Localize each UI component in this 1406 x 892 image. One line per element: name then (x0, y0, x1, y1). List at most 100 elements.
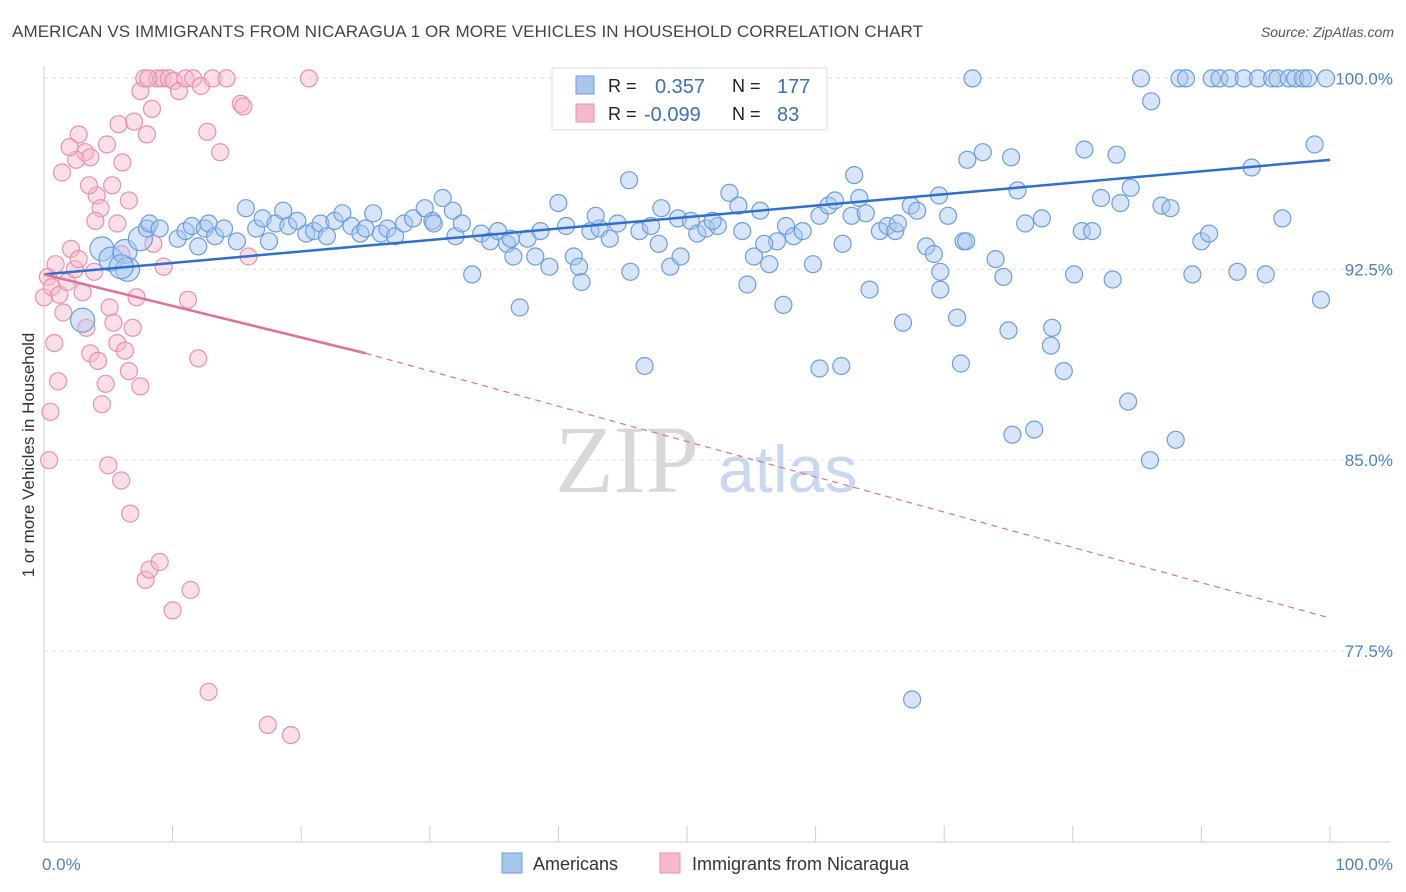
trend-lines (43, 158, 1331, 619)
blue-point-137 (1234, 69, 1253, 88)
blue-point-59 (549, 194, 568, 213)
pink-point-16 (96, 374, 115, 393)
blue-point-20 (247, 219, 266, 238)
axes (43, 66, 1390, 843)
blue-point-24 (274, 201, 293, 220)
pink-point-18 (104, 313, 123, 332)
blue-point-100 (908, 201, 927, 220)
blue-point-122 (1103, 270, 1122, 289)
watermark: ZIP atlas (555, 406, 857, 513)
x-tick-label-1: 100.0% (1335, 855, 1393, 874)
pink-point-71 (258, 715, 277, 735)
blue-point-147 (1298, 69, 1318, 88)
y-axis-label: 1 or more Vehicles in Household (19, 333, 38, 578)
blue-point-111 (999, 321, 1018, 340)
pink-point-48 (164, 71, 183, 91)
blue-point-146 (1293, 69, 1313, 88)
bottom-legend-swatch-pink (659, 852, 681, 874)
blue-point-18 (227, 232, 246, 251)
blue-point-152 (1199, 224, 1219, 243)
blue-point-1 (89, 236, 115, 262)
blue-point-125 (1131, 69, 1151, 88)
pink-point-81 (52, 163, 72, 182)
blue-point-45 (443, 201, 462, 220)
grid-lines (44, 77, 1390, 652)
pink-point-66 (140, 560, 159, 579)
blue-point-153 (1140, 451, 1160, 470)
blue-point-157 (832, 356, 851, 376)
trend-line-americans (43, 158, 1331, 276)
pink-point-22 (119, 362, 138, 381)
blue-point-104 (938, 206, 958, 225)
blue-point-36 (364, 204, 383, 223)
blue-point-56 (526, 247, 545, 266)
blue-point-156 (810, 359, 829, 378)
pink-point-55 (211, 143, 230, 162)
source-credit: Source: ZipAtlas.com (1260, 24, 1394, 40)
blue-point-110 (994, 267, 1013, 286)
pink-point-80 (60, 138, 79, 157)
blue-point-41 (404, 209, 423, 228)
blue-point-181 (1001, 148, 1021, 167)
blue-point-6 (127, 226, 153, 252)
pink-point-12 (81, 344, 100, 363)
pink-point-73 (178, 290, 198, 309)
pink-point-37 (103, 176, 122, 195)
blue-point-175 (1041, 336, 1061, 355)
blue-point-119 (1072, 222, 1091, 241)
blue-point-22 (259, 232, 279, 251)
blue-point-179 (1075, 140, 1094, 159)
blue-point-65 (600, 229, 619, 248)
legend-n-value-1: 177 (777, 76, 810, 98)
pink-point-51 (184, 69, 203, 88)
legend-n-label-2: N = (732, 104, 761, 124)
blue-point-109 (986, 250, 1005, 269)
blue-point-58 (540, 257, 559, 276)
blue-point-159 (755, 234, 774, 253)
blue-point-168 (621, 262, 640, 281)
blue-series-points (69, 69, 1336, 709)
pink-point-44 (142, 99, 162, 119)
blue-point-82 (760, 255, 779, 274)
pink-point-21 (115, 341, 135, 360)
blue-point-161 (738, 275, 757, 294)
blue-point-170 (703, 211, 722, 230)
pink-point-57 (231, 94, 250, 113)
pink-point-59 (299, 69, 318, 88)
pink-point-43 (137, 125, 156, 144)
watermark-atlas: atlas (718, 432, 857, 506)
blue-point-115 (1032, 209, 1052, 228)
blue-point-35 (356, 219, 375, 238)
bottom-legend: Americans Immigrants from Nicaragua (501, 852, 910, 874)
pink-point-61 (139, 69, 158, 88)
tick-labels: 77.5% 85.0% 92.5% 100.0% 0.0% 100.0% (42, 69, 1393, 874)
bottom-legend-swatch-blue (501, 852, 523, 874)
legend-r-label-1: R = (608, 76, 637, 96)
pink-point-72 (281, 725, 300, 745)
pink-point-3 (46, 255, 65, 274)
blue-point-87 (803, 255, 823, 274)
blue-point-79 (733, 222, 752, 241)
blue-point-148 (1305, 135, 1324, 154)
pink-point-54 (203, 69, 222, 88)
legend-swatch-pink (575, 103, 595, 123)
legend-n-label-1: N = (732, 76, 761, 96)
blue-point-136 (1228, 262, 1247, 281)
pink-point-64 (112, 471, 131, 490)
blue-point-48 (463, 265, 482, 284)
pink-point-65 (136, 570, 155, 589)
blue-point-31 (325, 211, 344, 230)
blue-point-73 (671, 247, 690, 266)
pink-point-27 (39, 451, 59, 470)
pink-point-39 (113, 153, 132, 172)
pink-point-29 (48, 372, 68, 391)
y-tick-label-1: 85.0% (1345, 451, 1393, 470)
blue-point-26 (288, 211, 307, 230)
blue-point-102 (924, 244, 944, 264)
pink-point-46 (153, 69, 172, 88)
pink-point-23 (123, 318, 142, 337)
blue-point-25 (279, 216, 298, 236)
legend-r-label-2: R = (608, 104, 637, 124)
blue-point-151 (1121, 178, 1140, 197)
bottom-legend-nicaragua: Immigrants from Nicaragua (692, 854, 910, 874)
